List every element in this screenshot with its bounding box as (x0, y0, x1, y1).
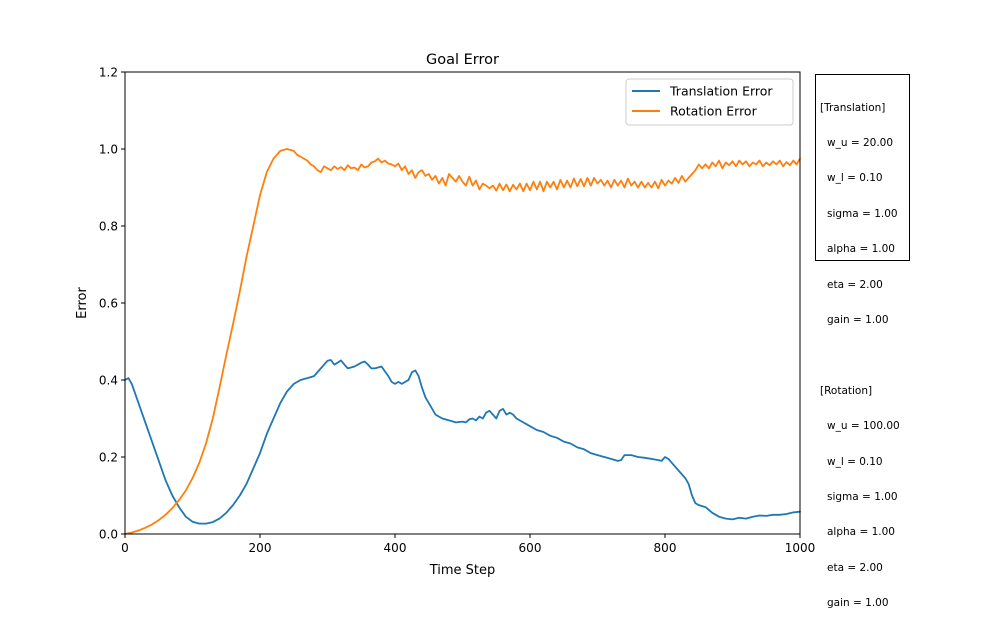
y-tick-label: 1.2 (99, 66, 118, 80)
rotation-params-header: [Rotation] (820, 384, 873, 397)
y-tick-label: 0.0 (99, 528, 118, 542)
translation-param-w-u: w_u = 20.00 (827, 136, 894, 149)
x-axis-label: Time Step (429, 563, 496, 578)
y-tick-label: 1.0 (99, 143, 118, 157)
translation-param-eta: eta = 2.00 (827, 278, 883, 291)
rotation-param-alpha: alpha = 1.00 (827, 526, 895, 539)
x-tick-label: 1000 (785, 541, 816, 555)
rotation-param-eta: eta = 2.00 (827, 561, 883, 574)
x-tick-label: 600 (519, 541, 542, 555)
y-axis-label: Error (75, 287, 90, 319)
legend-label-translation: Translation Error (669, 84, 773, 99)
legend-label-rotation: Rotation Error (670, 104, 758, 119)
y-tick-label: 0.8 (99, 220, 118, 234)
plot-frame (124, 71, 801, 535)
section-gap (820, 350, 909, 362)
translation-params-header: [Translation] (820, 101, 886, 114)
y-axis: 0.0 0.2 0.4 0.6 0.8 1.0 1.2 (99, 66, 125, 542)
rotation-param-w-l: w_l = 0.10 (827, 455, 883, 468)
translation-param-w-l: w_l = 0.10 (827, 172, 883, 185)
series-line-rotation-error (124, 148, 801, 535)
parameters-box: [Translation] w_u = 20.00 w_l = 0.10 sig… (815, 74, 910, 609)
x-tick-label: 0 (121, 541, 129, 555)
rotation-param-w-u: w_u = 100.00 (827, 420, 900, 433)
x-axis: 0 200 400 600 800 1000 (121, 534, 815, 555)
x-tick-label: 800 (654, 541, 677, 555)
rotation-param-gain: gain = 1.00 (827, 597, 889, 610)
y-tick-label: 0.2 (99, 451, 118, 465)
chart-title: Goal Error (426, 52, 499, 68)
translation-param-sigma: sigma = 1.00 (827, 207, 898, 220)
plot-series (124, 148, 801, 535)
x-tick-label: 200 (249, 541, 272, 555)
translation-param-alpha: alpha = 1.00 (827, 243, 895, 256)
translation-param-gain: gain = 1.00 (827, 313, 889, 326)
series-line-translation-error (124, 359, 801, 525)
y-tick-label: 0.6 (99, 297, 118, 311)
x-tick-label: 400 (384, 541, 407, 555)
legend: Translation Error Rotation Error (625, 78, 794, 126)
rotation-param-sigma: sigma = 1.00 (827, 491, 898, 504)
y-tick-label: 0.4 (99, 374, 118, 388)
goal-error-chart: Goal Error 0 200 400 600 800 1000 0.00.20.40.… (75, 52, 815, 578)
legend-frame (625, 78, 794, 126)
